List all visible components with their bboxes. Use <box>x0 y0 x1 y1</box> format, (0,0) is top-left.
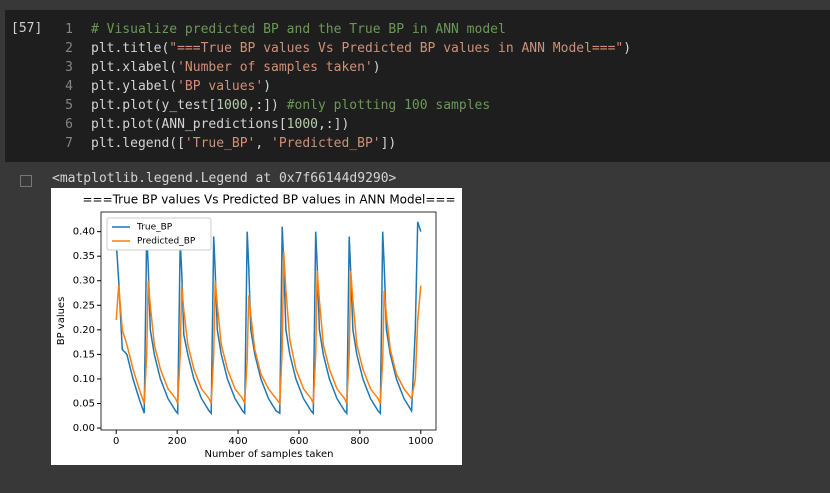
code-line: plt.xlabel('Number of samples taken') <box>91 60 381 75</box>
execution-count: [57] <box>11 21 43 36</box>
chart-title: ===True BP values Vs Predicted BP values… <box>82 193 455 207</box>
chart: ===True BP values Vs Predicted BP values… <box>51 188 462 465</box>
y-tick-label: 0.00 <box>73 423 95 434</box>
line-number: 4 <box>65 79 73 94</box>
output-text: <matplotlib.legend.Legend at 0x7f66144d9… <box>52 171 397 186</box>
x-tick-label: 1000 <box>408 436 433 447</box>
code-line: plt.legend(['True_BP', 'Predicted_BP']) <box>91 136 397 151</box>
y-tick-label: 0.10 <box>73 374 95 385</box>
output-icon[interactable] <box>20 175 32 187</box>
line-number: 3 <box>65 60 73 75</box>
code-line: plt.ylabel('BP values') <box>91 79 272 94</box>
code-line: plt.title("===True BP values Vs Predicte… <box>91 41 632 56</box>
code-cell[interactable]: [57] 1 # Visualize predicted BP and the T… <box>5 10 830 162</box>
y-axis-label: BP values <box>56 297 67 346</box>
y-tick-label: 0.35 <box>73 251 95 262</box>
x-tick-label: 600 <box>289 436 308 447</box>
x-tick-label: 200 <box>168 436 187 447</box>
y-tick-label: 0.40 <box>73 227 95 238</box>
x-tick-label: 0 <box>113 436 119 447</box>
x-tick-label: 400 <box>228 436 247 447</box>
legend-label: Predicted_BP <box>137 237 196 247</box>
y-tick-label: 0.25 <box>73 300 95 311</box>
x-tick-label: 800 <box>350 436 369 447</box>
y-tick-label: 0.05 <box>73 398 95 409</box>
legend-label: True_BP <box>136 223 173 233</box>
line-number: 1 <box>65 22 73 37</box>
line-number: 2 <box>65 41 73 56</box>
plot-frame <box>100 211 437 431</box>
line-number: 7 <box>65 136 73 151</box>
x-axis-label: Number of samples taken <box>205 449 334 460</box>
y-tick-label: 0.20 <box>73 325 95 336</box>
legend-box <box>106 217 212 251</box>
line <box>115 221 422 416</box>
code-line: plt.plot(ANN_predictions[1000,:]) <box>91 117 350 132</box>
line-number: 6 <box>65 117 73 132</box>
line-number: 5 <box>65 98 73 113</box>
y-tick-label: 0.15 <box>73 349 95 360</box>
code-line: plt.plot(y_test[1000,:]) #only plotting … <box>91 98 491 113</box>
line <box>115 251 422 406</box>
y-tick-label: 0.30 <box>73 276 95 287</box>
code-line: # Visualize predicted BP and the True BP… <box>91 22 506 37</box>
